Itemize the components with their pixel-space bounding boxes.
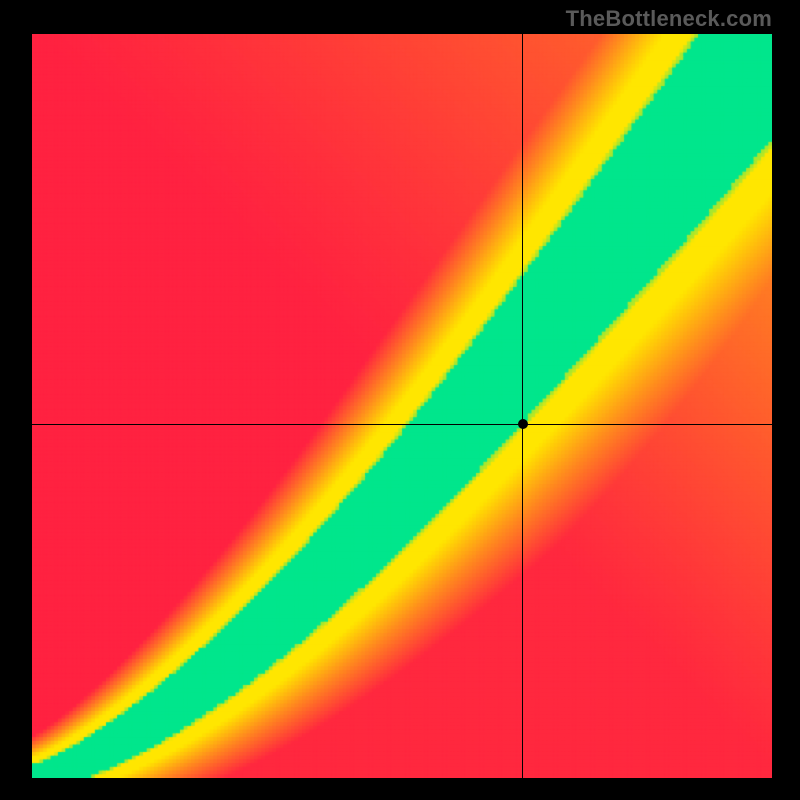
chart-container: TheBottleneck.com — [0, 0, 800, 800]
crosshair-dot — [518, 419, 528, 429]
crosshair-horizontal-line — [32, 424, 772, 425]
watermark-text: TheBottleneck.com — [566, 6, 772, 32]
bottleneck-heatmap — [32, 34, 772, 778]
crosshair-vertical-line — [522, 34, 523, 778]
